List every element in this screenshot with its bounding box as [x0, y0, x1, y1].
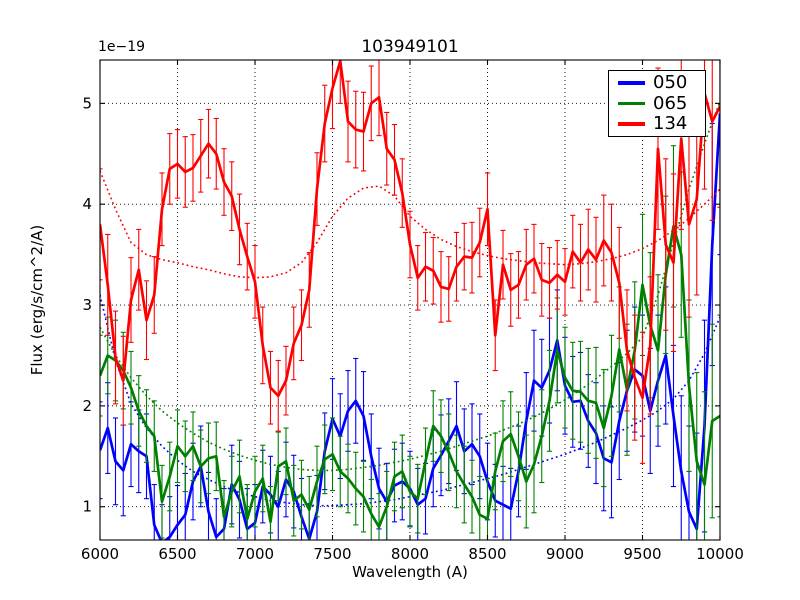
series-050-model-dotted [100, 294, 720, 507]
x-tick-label: 7500 [313, 545, 351, 563]
x-tick-label: 6000 [81, 545, 119, 563]
legend-entry-065: 065 [609, 92, 705, 114]
x-tick-label: 10000 [696, 545, 744, 563]
axis-ticks [99, 60, 721, 540]
y-axis-label: Flux (erg/s/cm^2/A) [28, 224, 46, 376]
series-065-line [100, 225, 720, 529]
y-tick-label: 3 [82, 296, 92, 314]
x-tick-label: 7000 [236, 545, 274, 563]
tick-labels: 6000 6500 7000 7500 8000 8500 9000 9500 10000 1 2 3… [81, 94, 744, 563]
legend-entry-050: 050 [609, 71, 705, 93]
legend-line-050 [618, 80, 645, 85]
y-offset-label: 1e−19 [98, 39, 146, 55]
series-134-model-dotted [100, 170, 720, 279]
y-tick-label: 4 [82, 195, 92, 213]
x-tick-label: 6500 [158, 545, 196, 563]
y-tick-label: 1 [82, 498, 92, 516]
legend: 050 065 134 [608, 70, 706, 137]
y-tick-label: 2 [82, 397, 92, 415]
x-tick-label: 8000 [391, 545, 429, 563]
legend-label-050: 050 [653, 71, 688, 93]
y-tick-label: 5 [82, 94, 92, 112]
x-tick-label: 8500 [468, 545, 506, 563]
legend-label-065: 065 [653, 92, 688, 114]
series-134 [100, 60, 720, 464]
x-tick-label: 9500 [623, 545, 661, 563]
legend-entry-134: 134 [609, 115, 705, 133]
legend-line-065 [618, 101, 645, 106]
legend-line-134 [618, 122, 645, 127]
plot-title: 103949101 [361, 37, 459, 57]
series-065-model-dotted [100, 101, 720, 472]
x-tick-label: 9000 [546, 545, 584, 563]
legend-label-134: 134 [653, 113, 688, 135]
x-axis-label: Wavelength (A) [352, 563, 468, 581]
series-134-line [100, 60, 720, 400]
